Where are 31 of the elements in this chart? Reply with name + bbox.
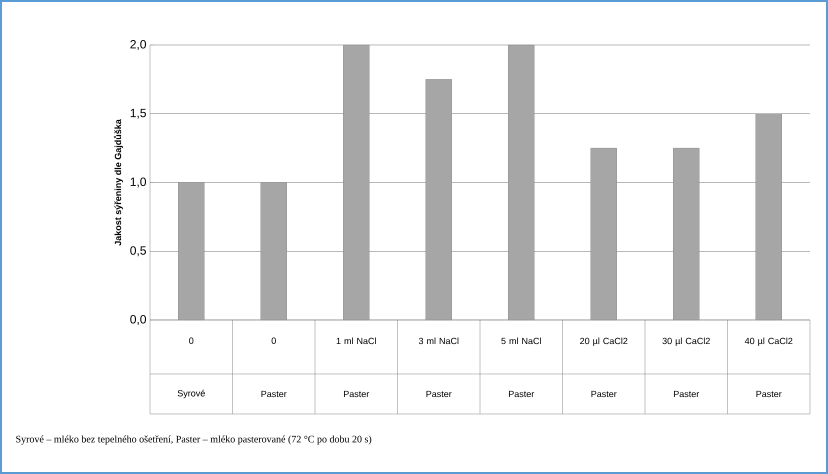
text: Paster	[674, 390, 700, 398]
bar	[756, 114, 782, 320]
y-tick-label: 1,0	[130, 178, 146, 188]
x-tick-label: 40 µl CaCl2	[744, 338, 792, 346]
bar	[343, 44, 370, 320]
text: Syrové	[178, 390, 205, 398]
bar	[590, 148, 617, 320]
y-axis-title: Jakost sýřeniny dle Gajdůška	[114, 119, 123, 246]
x-tick-label: 0	[272, 338, 276, 344]
y-tick-label: 1,5	[130, 108, 146, 119]
bar	[178, 182, 204, 320]
x-tick-label: 1 ml NaCl	[336, 338, 376, 344]
bar	[426, 79, 452, 320]
text: Paster	[756, 390, 782, 398]
x-tick-label: 3 ml NaCl	[418, 338, 458, 344]
x-tick-label: 0	[189, 338, 194, 344]
x-tick-label: 20 µl CaCl2	[580, 338, 628, 346]
bar	[260, 182, 287, 320]
text: Paster	[591, 390, 617, 398]
bar	[508, 44, 534, 320]
text: Paster	[261, 390, 287, 398]
x-tick-label: 30 µl CaCl2	[662, 338, 710, 346]
bar	[673, 148, 700, 320]
y-tick-label: 2,0	[130, 40, 146, 50]
x-tick-label: 5 ml NaCl	[501, 338, 541, 344]
text: Syrové – mléko bez tepelného ošetření, Paster – mléko pasterované (72 °C po dobu 20 s)	[16, 435, 372, 445]
text: Paster	[344, 390, 370, 398]
y-tick-label: 0,0	[130, 315, 146, 325]
text: Paster	[508, 390, 534, 398]
y-tick-label: 0,5	[130, 246, 146, 256]
text: Paster	[426, 390, 452, 398]
